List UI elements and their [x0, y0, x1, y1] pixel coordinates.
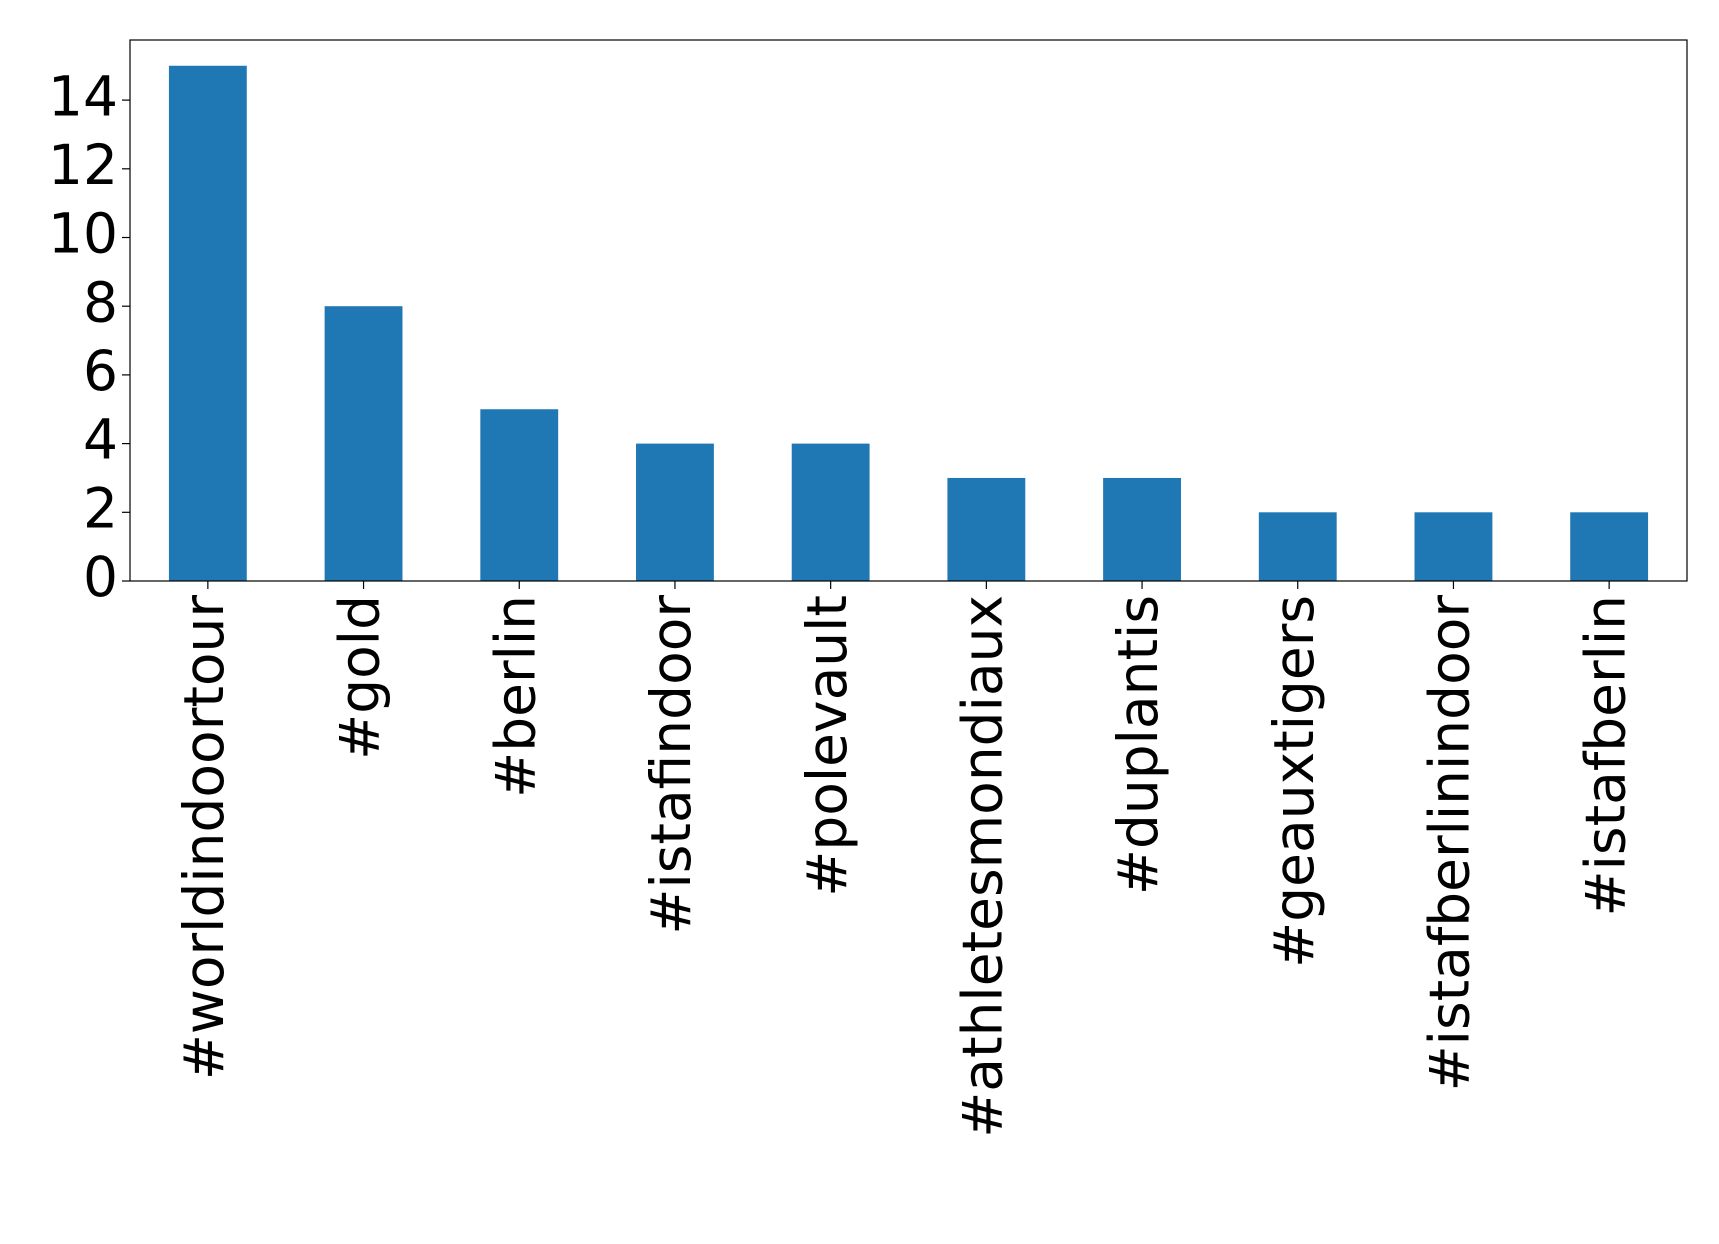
- plot-frame: [129, 39, 1688, 582]
- x-tick-label: #istafindoor: [639, 595, 703, 935]
- y-tick-label: 4: [83, 408, 118, 472]
- bar: [947, 477, 1026, 581]
- y-tick-label: 8: [83, 270, 118, 334]
- bar: [168, 65, 247, 581]
- bar: [1103, 477, 1181, 581]
- x-tick-label: #duplantis: [1106, 595, 1170, 895]
- y-tick-label: 0: [83, 545, 118, 609]
- x-tick-label: #berlin: [483, 595, 547, 798]
- bar: [791, 443, 870, 581]
- y-tick-label: 14: [48, 64, 118, 128]
- y-tick-label: 10: [48, 202, 118, 266]
- bar: [636, 443, 714, 581]
- x-tick-label: #gold: [328, 595, 392, 760]
- bar: [1414, 512, 1493, 581]
- bar: [480, 409, 559, 581]
- bar: [1570, 512, 1649, 581]
- x-tick-label: #worldindoortour: [172, 595, 236, 1081]
- bar: [1258, 512, 1337, 581]
- y-tick-label: 12: [48, 133, 118, 197]
- x-tick-label: #polevault: [795, 595, 859, 897]
- bar: [324, 306, 403, 581]
- x-tick-label: #geauxtigers: [1262, 595, 1326, 968]
- x-tick-label: #athletesmondiaux: [950, 595, 1014, 1138]
- x-tick-label: #istafberlinindoor: [1418, 595, 1482, 1092]
- y-tick-label: 6: [83, 339, 118, 403]
- x-tick-label: #istafberlin: [1573, 595, 1637, 916]
- y-tick-label: 2: [83, 476, 118, 540]
